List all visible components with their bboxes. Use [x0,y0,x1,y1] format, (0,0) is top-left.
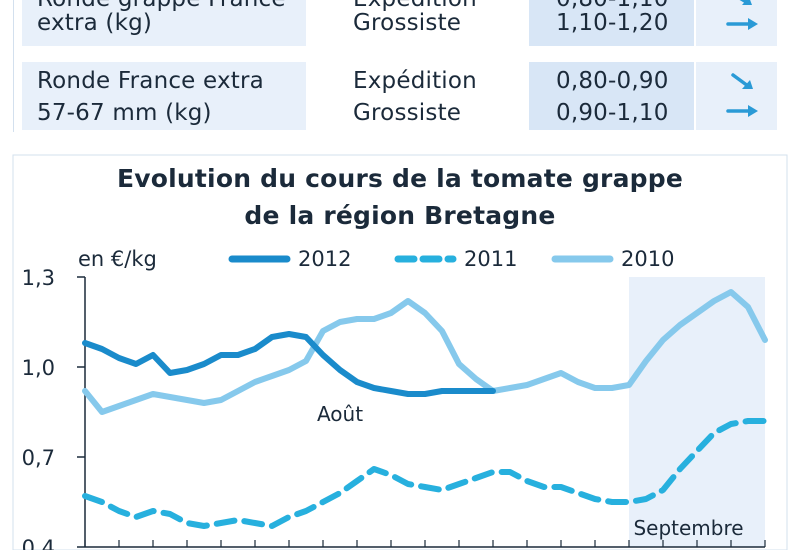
price-cell: 0,80-0,90 0,90-1,10 [529,62,694,130]
stage-label: Grossiste [353,100,462,126]
september-shade [629,277,765,547]
stage-label: Expédition [353,0,477,15]
series-line-2011 [82,418,768,529]
trend-cell [696,62,777,130]
product-unit: extra (kg) [37,10,153,36]
legend-label-2011: 2011 [464,247,517,271]
chart-frame [12,154,788,550]
y-tick-label: 0,4 [22,536,55,550]
y-tick-label: 1,3 [22,266,55,290]
product-name: Ronde France extra [37,68,264,94]
price-cell: 0,80-1,10 1,10-1,20 [529,0,694,46]
stage-cell: Expédition Grossiste [307,0,527,46]
table-row: Ronde France extra 57-67 mm (kg) Expédit… [22,62,777,130]
series-line-2012 [82,331,496,397]
product-cell: Ronde France extra 57-67 mm (kg) [22,62,306,130]
trend-cell [696,0,777,46]
down-arrow-icon [731,73,753,89]
price-range: 0,80-0,90 [556,68,669,94]
annotation-label: Septembre [633,516,743,540]
chart-title-line-2: de la région Bretagne [244,201,556,230]
stage-cell: Expédition Grossiste [307,62,527,130]
chart-title-line-1: Evolution du cours de la tomate grappe [116,164,683,193]
legend-label-2010: 2010 [621,247,674,271]
product-unit: 57-67 mm (kg) [37,100,212,126]
price-range: 0,90-1,10 [556,100,669,126]
down-arrow-icon [739,0,752,5]
y-tick-label: 1,0 [22,356,55,380]
stage-label: Expédition [353,68,477,94]
price-range: 0,80-1,10 [556,0,669,15]
right-arrow-icon [726,105,758,117]
table-row: Ronde grappe France extra (kg) Expéditio… [22,0,777,46]
y-tick-label: 0,7 [22,446,55,470]
right-arrow-icon [726,18,758,30]
product-name: Ronde grappe France [37,0,286,15]
annotation-label: Août [317,402,363,426]
stage-label: Grossiste [353,10,462,36]
price-range: 1,10-1,20 [556,10,669,36]
y-axis-label: en €/kg [78,247,157,271]
product-cell: Ronde grappe France extra (kg) [22,0,306,46]
legend-label-2012: 2012 [298,247,351,271]
series-line-2010 [82,289,768,415]
